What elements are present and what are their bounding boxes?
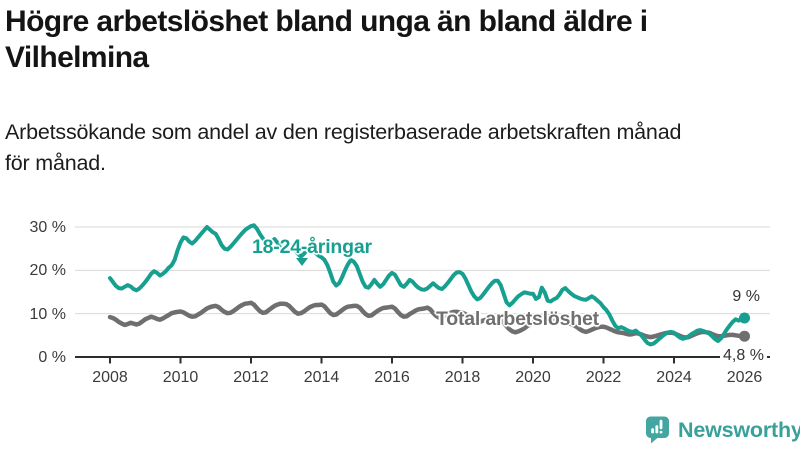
series-label-total: Total arbetslöshet — [436, 308, 599, 330]
page-title: Högre arbetslöshet bland unga än bland ä… — [5, 4, 785, 76]
end-dot-18-24-åringar — [739, 312, 750, 324]
y-tick-label-30: 30 % — [29, 218, 66, 236]
y-tick-label-0: 0 % — [38, 348, 66, 366]
x-tick-label-2020: 2020 — [515, 369, 551, 386]
line-18-24-åringar — [108, 223, 747, 347]
end-dot-Total arbetslöshet — [739, 330, 750, 342]
line-Total arbetslöshet — [107, 300, 747, 340]
end-value-total: 4,8 % — [720, 347, 767, 364]
x-tick-label-2022: 2022 — [585, 369, 622, 386]
y-tick-label-10: 10 % — [29, 305, 66, 323]
x-tick-label-2010: 2010 — [162, 369, 199, 386]
title-line-1: Högre arbetslöshet bland unga än bland ä… — [5, 5, 648, 38]
x-tick-label-2026: 2026 — [726, 369, 763, 386]
y-tick-label-20: 20 % — [29, 262, 66, 279]
newsworthy-logo-text: Newsworthy — [678, 417, 800, 442]
title-line-2: Vilhelmina — [5, 41, 149, 74]
x-tick-label-2014: 2014 — [303, 369, 340, 386]
x-tick-label-2024: 2024 — [656, 369, 692, 386]
x-tick-label-2018: 2018 — [444, 369, 481, 386]
subtitle-line-2: för månad. — [5, 151, 106, 175]
series-pointer-arrow-icon — [296, 258, 308, 266]
newsworthy-logo[interactable]: Newsworthy — [645, 415, 800, 445]
x-tick-label-2012: 2012 — [233, 369, 269, 386]
newsworthy-speech-bubble-icon — [646, 416, 669, 444]
subtitle-line-1: Arbetssökande som andel av den registerb… — [5, 120, 682, 144]
x-tick-label-2008: 2008 — [92, 369, 128, 386]
x-tick-label-2016: 2016 — [374, 369, 410, 386]
series-label-youth: 18-24-åringar — [252, 236, 372, 258]
chart-subtitle: Arbetssökande som andel av den registerb… — [5, 117, 795, 179]
end-value-youth: 9 % — [732, 288, 760, 305]
